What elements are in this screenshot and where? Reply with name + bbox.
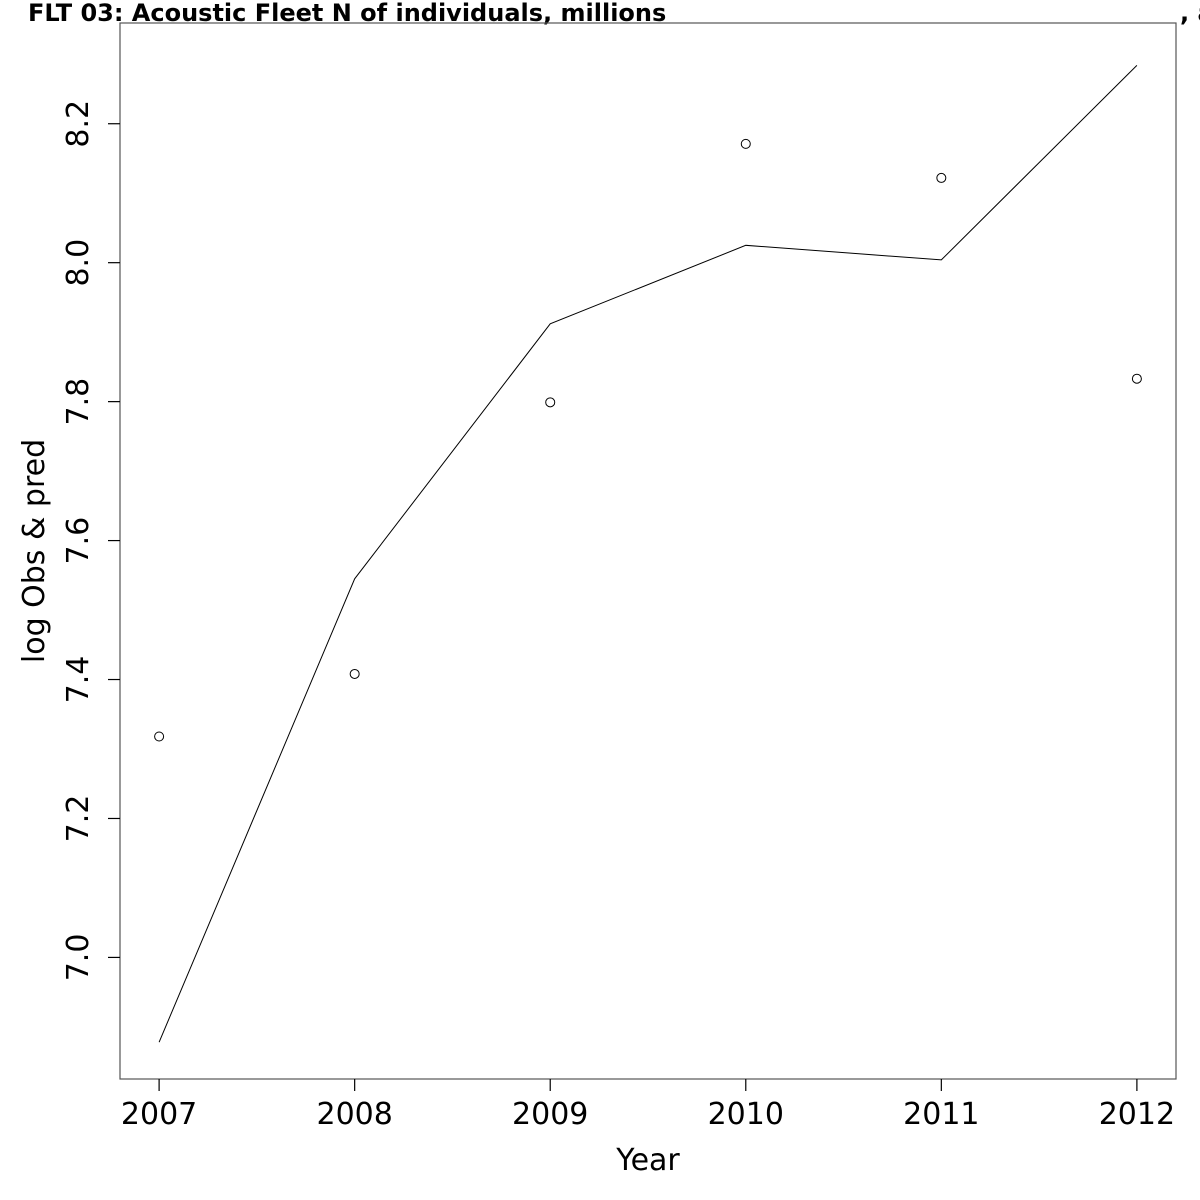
y-axis-label: log Obs & pred bbox=[17, 439, 52, 663]
y-tick-label: 7.8 bbox=[61, 378, 96, 426]
x-tick-label: 2010 bbox=[708, 1097, 784, 1132]
x-tick-label: 2011 bbox=[903, 1097, 979, 1132]
x-tick-label: 2012 bbox=[1099, 1097, 1175, 1132]
y-tick-label: 7.6 bbox=[61, 517, 96, 565]
chart-title-right: , a bbox=[1180, 0, 1200, 27]
observed-point bbox=[349, 668, 360, 679]
y-tick-label: 8.2 bbox=[61, 100, 96, 148]
x-tick-label: 2008 bbox=[316, 1097, 392, 1132]
observed-point bbox=[545, 397, 556, 408]
plot-frame bbox=[119, 22, 1177, 1080]
x-tick-label: 2007 bbox=[121, 1097, 197, 1132]
observed-point bbox=[740, 138, 751, 149]
x-tick-label: 2009 bbox=[512, 1097, 588, 1132]
y-tick-label: 8.0 bbox=[61, 239, 96, 287]
y-tick-label: 7.0 bbox=[61, 934, 96, 982]
series-layer bbox=[154, 65, 1142, 1043]
x-axis-label: Year bbox=[615, 1143, 680, 1178]
observed-point bbox=[936, 172, 947, 183]
observed-point bbox=[1131, 373, 1142, 384]
y-axis: 7.0 7.2 7.4 7.6 7.8 8.0 8.2 bbox=[61, 100, 120, 981]
y-tick-label: 7.4 bbox=[61, 656, 96, 704]
predicted-line bbox=[158, 65, 1138, 1043]
x-axis: 2007 2008 2009 2010 2011 2012 bbox=[121, 1079, 1175, 1132]
y-tick-label: 7.2 bbox=[61, 795, 96, 843]
observed-point bbox=[154, 731, 165, 742]
